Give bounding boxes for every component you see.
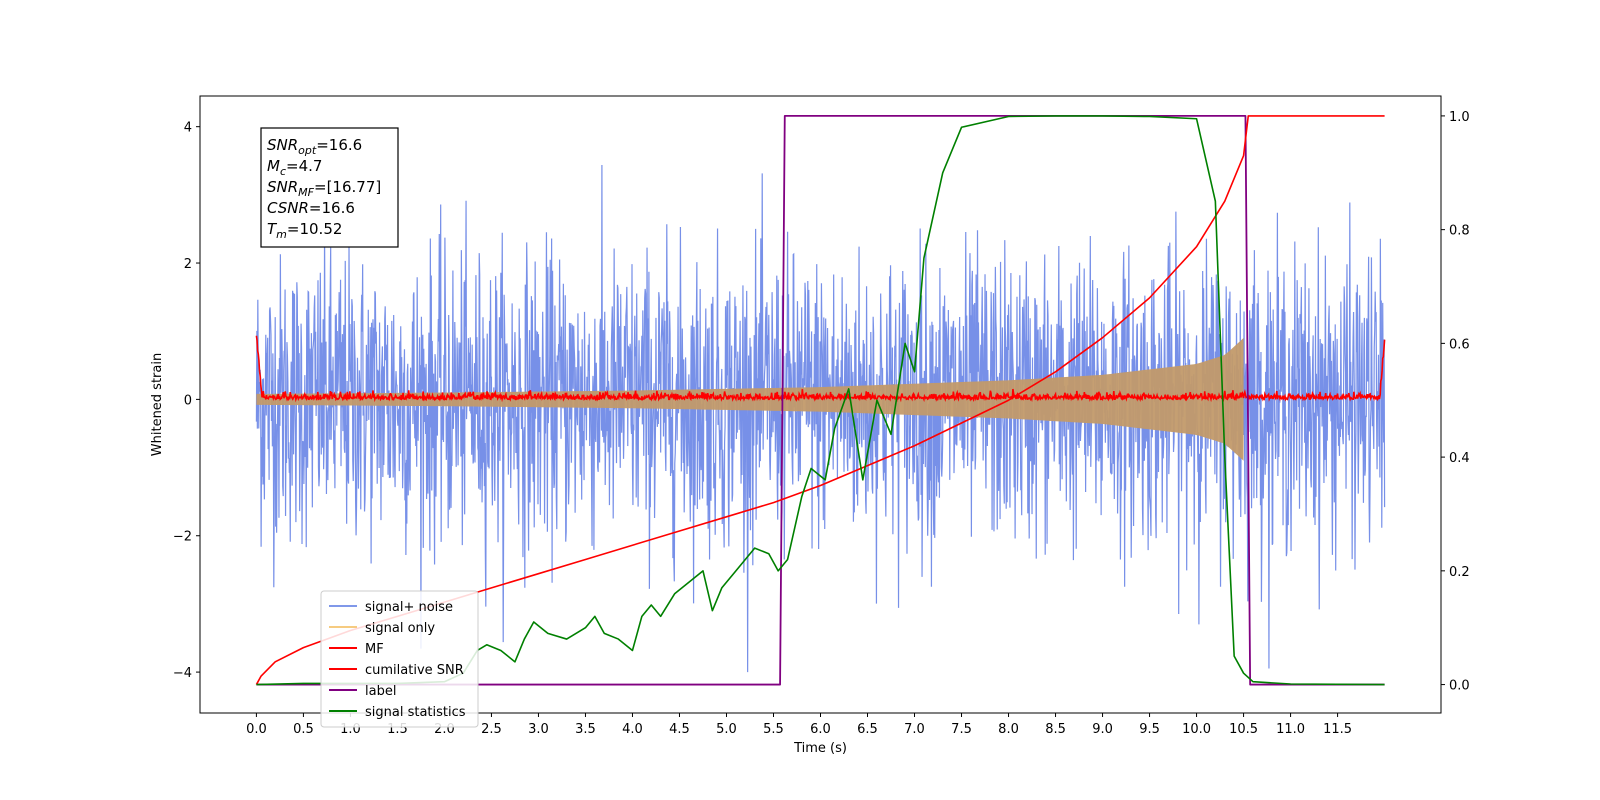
annotation-symbol: T — [267, 220, 278, 238]
x-tick-label: 7.5 — [951, 722, 972, 737]
y-right-tick-label: 0.6 — [1449, 337, 1470, 352]
series-signal-only — [256, 338, 1244, 461]
annotation-line: Tm=10.52 — [267, 220, 342, 241]
legend-label: MF — [365, 642, 384, 657]
annotation-symbol: M — [267, 157, 280, 175]
annotation-frame — [260, 127, 399, 248]
y-axis-label: Whitened strain — [150, 353, 165, 456]
annotation-line: SNRMF=[16.77] — [267, 178, 381, 199]
legend-label: cumilative SNR — [365, 663, 464, 678]
annotation-line: CSNR=16.6 — [267, 199, 355, 217]
x-tick-label: 2.5 — [481, 722, 502, 737]
x-tick-label: 6.0 — [810, 722, 831, 737]
legend-frame — [320, 590, 479, 728]
y-right-tick-label: 0.2 — [1449, 565, 1470, 580]
x-tick-label: 8.0 — [998, 722, 1019, 737]
data-layer — [255, 115, 1386, 686]
x-tick-label: 3.0 — [528, 722, 549, 737]
y-left-tick-label: −2 — [173, 530, 192, 545]
annotation-value: =[16.77] — [314, 178, 381, 196]
x-tick-label: 3.5 — [575, 722, 596, 737]
annotation-box: SNRopt=16.6Mc=4.7SNRMF=[16.77]CSNR=16.6T… — [260, 127, 399, 248]
annotation-subscript: MF — [298, 186, 314, 199]
y-right-tick-label: 0.8 — [1449, 224, 1470, 239]
x-tick-label: 10.5 — [1229, 722, 1258, 737]
x-tick-label: 9.0 — [1092, 722, 1113, 737]
annotation-symbol: SNR — [267, 178, 298, 196]
annotation-symbol: CSNR — [267, 199, 309, 217]
x-tick-label: 9.5 — [1139, 722, 1160, 737]
annotation-value: =10.52 — [287, 220, 343, 238]
legend-label: signal statistics — [365, 705, 466, 720]
x-tick-label: 10.0 — [1182, 722, 1211, 737]
x-tick-label: 5.5 — [763, 722, 784, 737]
x-tick-label: 4.0 — [622, 722, 643, 737]
annotation-line: Mc=4.7 — [267, 157, 322, 178]
legend-label: signal only — [365, 621, 435, 636]
y-right-tick-label: 0.0 — [1449, 679, 1470, 694]
x-tick-label: 8.5 — [1045, 722, 1066, 737]
x-tick-label: 11.0 — [1276, 722, 1305, 737]
x-tick-label: 11.5 — [1323, 722, 1352, 737]
y-left-tick-label: 0 — [184, 393, 192, 408]
annotation-symbol: SNR — [267, 136, 298, 154]
annotation-subscript: opt — [298, 144, 317, 157]
x-tick-label: 5.0 — [716, 722, 737, 737]
annotation-subscript: m — [276, 228, 287, 241]
legend-label: signal+ noise — [365, 600, 453, 615]
x-tick-label: 0.5 — [293, 722, 314, 737]
legend: signal+ noise signal only MF cumilative SNR… — [320, 590, 479, 728]
x-tick-label: 4.5 — [669, 722, 690, 737]
annotation-value: =16.6 — [316, 136, 362, 154]
annotation-subscript: c — [280, 165, 286, 178]
y-right-tick-label: 1.0 — [1449, 110, 1470, 125]
y-left-tick-label: 4 — [184, 121, 192, 136]
annotation-value: =4.7 — [286, 157, 322, 175]
legend-label: label — [365, 684, 396, 699]
y-left-tick-label: −4 — [173, 666, 192, 681]
annotation-value: =16.6 — [309, 199, 355, 217]
x-tick-label: 6.5 — [857, 722, 878, 737]
series-signal-statistics — [256, 115, 1385, 686]
x-tick-label: 7.0 — [904, 722, 925, 737]
x-tick-label: 0.0 — [246, 722, 267, 737]
series-mf — [255, 335, 1386, 403]
x-axis-label: Time (s) — [793, 741, 847, 756]
y-left-tick-label: 2 — [184, 257, 192, 272]
y-right-tick-label: 0.4 — [1449, 451, 1470, 466]
annotation-line: SNRopt=16.6 — [267, 136, 362, 157]
